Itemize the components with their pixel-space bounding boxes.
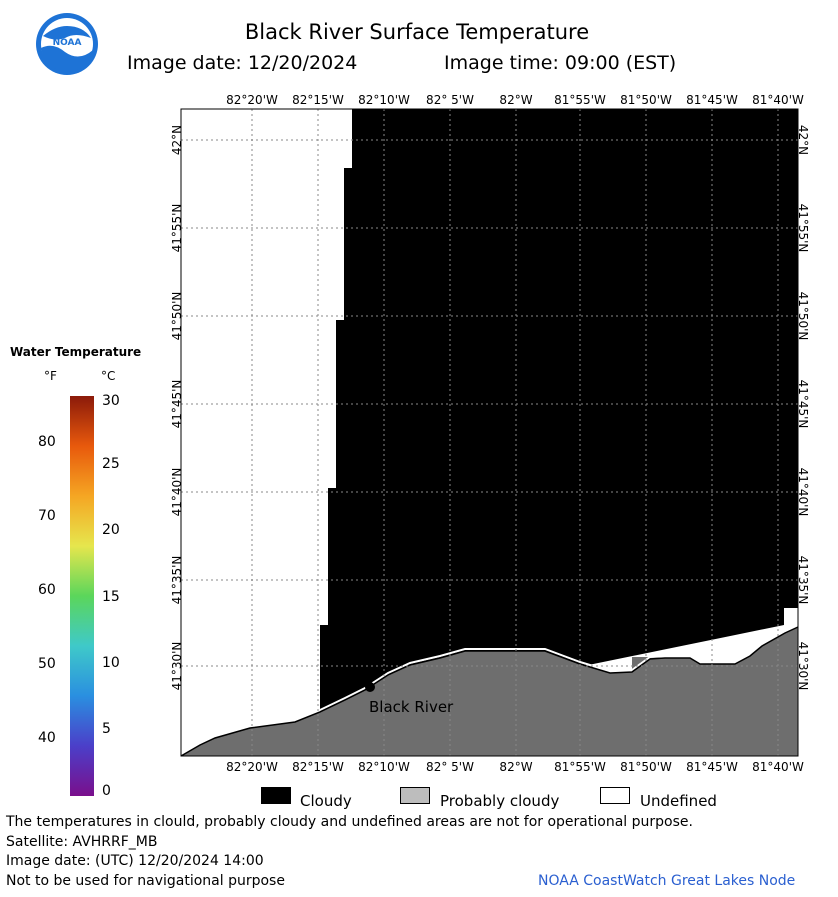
lon-label-top: 81°40'W (752, 93, 804, 107)
lon-label-bot: 82°20'W (226, 760, 278, 774)
svg-text:NOAA: NOAA (53, 38, 82, 48)
image-date: Image date: 12/20/2024 (127, 52, 358, 74)
lon-label-top: 82°20'W (226, 93, 278, 107)
lat-label-left: 41°45'N (170, 379, 184, 429)
utc-date: Image date: (UTC) 12/20/2024 14:00 (6, 853, 264, 869)
scale-tick-f: 70 (38, 508, 56, 524)
lat-label-right: 41°35'N (796, 555, 810, 605)
lon-label-bot: 81°50'W (620, 760, 672, 774)
disclaimer-note: The temperatures in clould, probably clo… (6, 814, 693, 830)
legend-label-cloudy: Cloudy (300, 792, 352, 810)
unit-celsius: °C (101, 369, 116, 383)
undefined-patch (328, 474, 336, 488)
scale-tick-f: 80 (38, 434, 56, 450)
scale-tick-c: 25 (102, 456, 120, 472)
noaa-logo-icon: NOAA (36, 13, 98, 75)
lon-label-bot: 81°55'W (554, 760, 606, 774)
station-marker (365, 682, 375, 692)
lon-label-top: 81°55'W (554, 93, 606, 107)
legend-label-undefined: Undefined (640, 792, 717, 810)
legend-swatch-undefined (600, 787, 630, 804)
color-scale-bar (70, 396, 94, 796)
page-title: Black River Surface Temperature (244, 20, 590, 44)
scale-tick-f: 50 (38, 656, 56, 672)
lon-label-top: 82°15'W (292, 93, 344, 107)
lat-label-right: 41°55'N (796, 203, 810, 253)
lon-label-top: 82°10'W (358, 93, 410, 107)
scale-tick-c: 30 (102, 393, 120, 409)
lat-label-left: 41°35'N (170, 555, 184, 605)
lon-label-bot: 82°10'W (358, 760, 410, 774)
scale-tick-f: 40 (38, 730, 56, 746)
lon-label-top: 82° 5'W (426, 93, 474, 107)
navigation-warning: Not to be used for navigational purpose (6, 873, 285, 889)
lat-label-left: 41°50'N (170, 291, 184, 341)
scale-tick-c: 15 (102, 589, 120, 605)
unit-fahrenheit: °F (44, 369, 57, 383)
lon-label-bot: 81°45'W (686, 760, 738, 774)
image-time: Image time: 09:00 (EST) (444, 52, 677, 74)
undefined-patch (784, 608, 798, 622)
scale-tick-c: 20 (102, 522, 120, 538)
lon-label-bot: 82° 5'W (426, 760, 474, 774)
lon-label-top: 82°W (499, 93, 533, 107)
scale-tick-f: 60 (38, 582, 56, 598)
lat-label-left: 41°30'N (170, 641, 184, 691)
lat-label-right: 41°40'N (796, 467, 810, 517)
satellite-info: Satellite: AVHRRF_MB (6, 834, 158, 850)
lon-label-bot: 81°40'W (752, 760, 804, 774)
lon-label-bot: 82°W (499, 760, 533, 774)
land-area (181, 627, 798, 756)
lat-label-left: 42°N (170, 124, 184, 156)
scale-tick-c: 10 (102, 655, 120, 671)
scale-tick-c: 0 (102, 783, 111, 799)
shoreline (180, 624, 799, 755)
credit-link[interactable]: NOAA CoastWatch Great Lakes Node (538, 873, 796, 889)
scale-tick-c: 5 (102, 721, 111, 737)
lat-label-right: 42°N (796, 124, 810, 156)
lat-label-right: 41°45'N (796, 379, 810, 429)
lon-label-top: 81°45'W (686, 93, 738, 107)
scale-title: Water Temperature (10, 345, 142, 359)
map-frame (180, 108, 799, 757)
station-label: Black River (369, 698, 454, 716)
legend-swatch-cloudy (261, 787, 291, 804)
legend-swatch-probably-cloudy (400, 787, 430, 804)
lat-label-left: 41°40'N (170, 467, 184, 517)
lat-label-right: 41°50'N (796, 291, 810, 341)
legend-label-probably-cloudy: Probably cloudy (440, 792, 560, 810)
lat-label-left: 41°55'N (170, 203, 184, 253)
lat-label-right: 41°30'N (796, 641, 810, 691)
lon-label-bot: 82°15'W (292, 760, 344, 774)
cloudy-area (320, 109, 798, 720)
lon-label-top: 81°50'W (620, 93, 672, 107)
